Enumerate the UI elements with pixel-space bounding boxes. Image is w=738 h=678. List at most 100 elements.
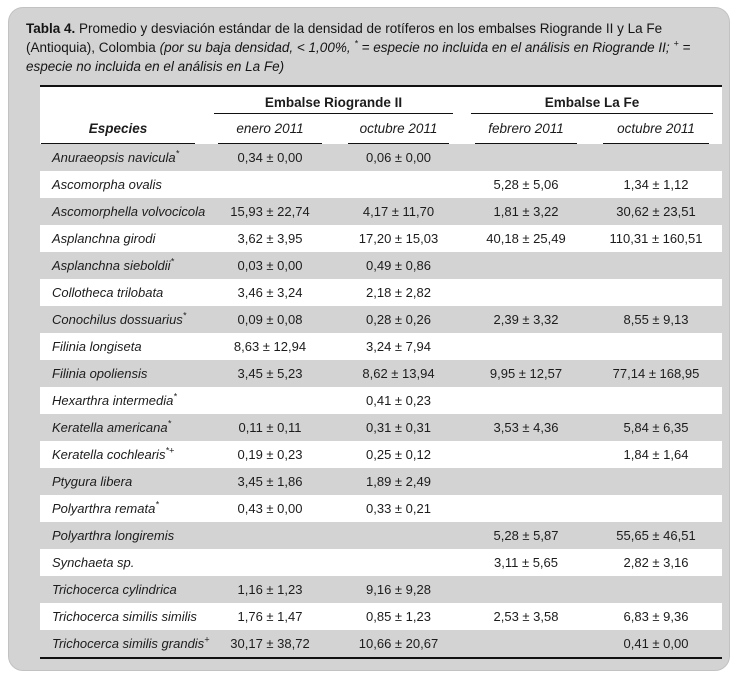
table-row: Polyarthra longiremis 5,28 ± 5,87 55,65 ± … — [40, 522, 722, 549]
column-header-enero-2011: enero 2011 — [218, 114, 322, 144]
species-cell: Anuraeopsis navicula* — [40, 148, 205, 165]
species-name: Ptygura libera — [52, 474, 133, 489]
species-cell: Keratella americana* — [40, 418, 205, 435]
table-row: Keratella americana* 0,11 ± 0,11 0,31 ± 0,… — [40, 414, 722, 441]
density-value: 0,49 ± 0,86 — [366, 258, 431, 273]
plus-footnote-mark: + — [673, 38, 679, 49]
column-group-riogrande: Embalse Riogrande II — [214, 87, 453, 114]
density-value: 5,28 ± 5,06 — [493, 177, 559, 192]
table-caption-text: Promedio y desviación estándar de la den… — [26, 21, 663, 55]
density-value: 0,41 ± 0,00 — [623, 636, 689, 651]
species-footnote-mark: *+ — [165, 445, 175, 456]
species-name: Conochilus dossuarius — [52, 312, 183, 327]
species-cell: Trichocerca similis grandis+ — [40, 635, 209, 651]
column-header-row: Especies enero 2011 octubre 2011 febrero… — [40, 114, 722, 144]
density-value: 30,17 ± 38,72 — [230, 636, 310, 651]
table-row: Keratella cochlearis*+ 0,19 ± 0,23 0,25 ± … — [40, 441, 722, 468]
species-name: Trichocerca cylindrica — [52, 582, 177, 597]
density-value: 1,76 ± 1,47 — [237, 609, 303, 624]
density-value: 3,53 ± 4,36 — [493, 420, 559, 435]
density-value: 3,62 ± 3,95 — [237, 231, 303, 246]
table-row: Asplanchna sieboldii* 0,03 ± 0,00 0,49 ± 0… — [40, 252, 722, 279]
species-name: Asplanchna girodi — [52, 231, 156, 246]
table-row: Trichocerca cylindrica 1,16 ± 1,23 9,16 ± … — [40, 576, 722, 603]
table-row: Ptygura libera 3,45 ± 1,86 1,89 ± 2,49 — [40, 468, 722, 495]
species-name: Polyarthra longiremis — [52, 528, 175, 543]
density-value: 2,39 ± 3,32 — [493, 312, 559, 327]
density-value: 0,09 ± 0,08 — [237, 312, 303, 327]
column-group-row: Embalse Riogrande II Embalse La Fe — [40, 87, 722, 114]
species-cell: Ptygura libera — [40, 474, 205, 489]
table-header: Embalse Riogrande II Embalse La Fe Espec… — [40, 87, 722, 144]
species-cell: Synchaeta sp. — [40, 555, 205, 570]
table-bottom-rule — [40, 657, 722, 659]
species-cell: Trichocerca similis similis — [40, 609, 205, 624]
data-table: Embalse Riogrande II Embalse La Fe Espec… — [40, 85, 722, 659]
density-value: 8,63 ± 12,94 — [233, 339, 307, 354]
density-value: 3,24 ± 7,94 — [366, 339, 431, 354]
species-footnote-mark: + — [204, 634, 210, 645]
table-row: Filinia opoliensis 3,45 ± 5,23 8,62 ± 13,9… — [40, 360, 722, 387]
star-footnote-mark: * — [354, 38, 358, 49]
species-cell: Polyarthra remata* — [40, 499, 205, 516]
density-value: 1,16 ± 1,23 — [237, 582, 303, 597]
table-row: Anuraeopsis navicula* 0,34 ± 0,00 0,06 ± 0… — [40, 144, 722, 171]
species-footnote-mark: * — [173, 391, 177, 402]
column-header-especies: Especies — [41, 114, 195, 144]
species-cell: Polyarthra longiremis — [40, 528, 205, 543]
species-name: Asplanchna sieboldii — [52, 258, 171, 273]
density-value: 3,11 ± 5,65 — [494, 555, 558, 570]
column-group-lafe: Embalse La Fe — [471, 87, 713, 114]
species-cell: Trichocerca cylindrica — [40, 582, 205, 597]
species-cell: Filinia longiseta — [40, 339, 205, 354]
density-value: 0,85 ± 1,23 — [366, 609, 431, 624]
table-row: Trichocerca similis similis 1,76 ± 1,47 0,… — [40, 603, 722, 630]
density-value: 9,95 ± 12,57 — [489, 366, 563, 381]
density-value: 5,84 ± 6,35 — [623, 420, 689, 435]
table-caption-note: (por su baja densidad, < 1,00%, — [159, 40, 355, 55]
species-footnote-mark: * — [167, 418, 172, 429]
density-value: 0,33 ± 0,21 — [366, 501, 431, 516]
species-name: Collotheca trilobata — [52, 285, 164, 300]
species-footnote-mark: * — [155, 499, 159, 510]
density-value: 8,55 ± 9,13 — [623, 312, 689, 327]
density-value: 1,89 ± 2,49 — [366, 474, 431, 489]
density-value: 1,81 ± 3,22 — [493, 204, 559, 219]
density-value: 40,18 ± 25,49 — [486, 231, 566, 246]
species-name: Hexarthra intermedia — [52, 393, 174, 408]
density-value: 0,11 ± 0,11 — [238, 420, 302, 435]
column-group-label: Embalse Riogrande II — [264, 95, 403, 110]
table-caption-note-mid: = especie no incluida en el análisis en … — [357, 40, 674, 55]
density-value: 3,45 ± 5,23 — [237, 366, 303, 381]
table-row: Ascomorphella volvocicola 15,93 ± 22,74 4,… — [40, 198, 722, 225]
table-row: Collotheca trilobata 3,46 ± 3,24 2,18 ± 2,… — [40, 279, 722, 306]
density-value: 55,65 ± 46,51 — [616, 528, 696, 543]
column-header-octubre-2011-lafe: octubre 2011 — [603, 114, 709, 144]
density-value: 6,83 ± 9,36 — [623, 609, 689, 624]
species-cell: Keratella cochlearis*+ — [40, 445, 205, 462]
species-footnote-mark: * — [182, 310, 187, 321]
table-body: Anuraeopsis navicula* 0,34 ± 0,00 0,06 ± 0… — [40, 144, 722, 657]
density-value: 5,28 ± 5,87 — [493, 528, 559, 543]
table-top-rule — [40, 85, 722, 87]
density-value: 30,62 ± 23,51 — [616, 204, 696, 219]
density-value: 77,14 ± 168,95 — [612, 366, 700, 381]
table-row: Filinia longiseta 8,63 ± 12,94 3,24 ± 7,94 — [40, 333, 722, 360]
table-caption-label: Tabla 4. — [26, 21, 76, 36]
table-row: Hexarthra intermedia* 0,41 ± 0,23 — [40, 387, 722, 414]
table-row: Asplanchna girodi 3,62 ± 3,95 17,20 ± 15,0… — [40, 225, 722, 252]
species-cell: Ascomorphella volvocicola — [40, 204, 205, 219]
table-row: Polyarthra remata* 0,43 ± 0,00 0,33 ± 0,21 — [40, 495, 722, 522]
density-value: 15,93 ± 22,74 — [230, 204, 310, 219]
density-value: 3,46 ± 3,24 — [237, 285, 303, 300]
density-value: 0,06 ± 0,00 — [366, 150, 431, 165]
density-value: 110,31 ± 160,51 — [609, 231, 703, 246]
table-row: Trichocerca similis grandis+ 30,17 ± 38,7… — [40, 630, 722, 657]
density-value: 0,28 ± 0,26 — [366, 312, 431, 327]
species-name: Trichocerca similis grandis — [52, 636, 205, 651]
density-value: 17,20 ± 15,03 — [358, 231, 439, 246]
species-name: Ascomorpha ovalis — [52, 177, 162, 192]
species-footnote-mark: * — [175, 148, 180, 159]
table-row: Synchaeta sp. 3,11 ± 5,65 2,82 ± 3,16 — [40, 549, 722, 576]
density-value: 1,84 ± 1,64 — [623, 447, 689, 462]
